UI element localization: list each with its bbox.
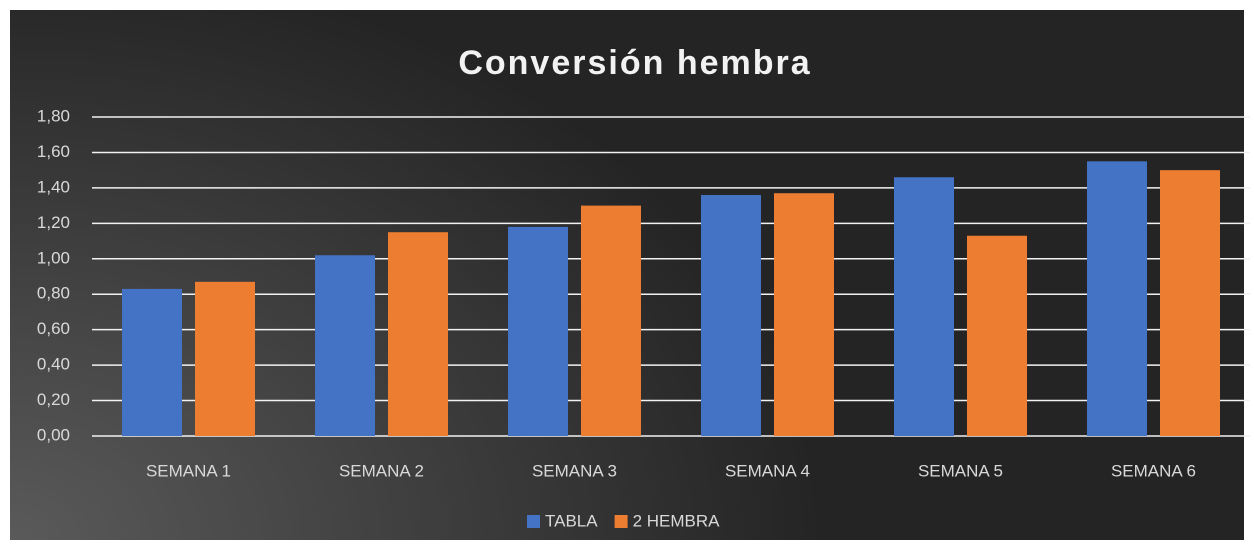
y-tick-label: 0,00 xyxy=(37,425,70,444)
bar xyxy=(195,281,255,436)
legend-swatch xyxy=(614,515,628,528)
bar xyxy=(581,205,641,436)
x-tick-label: SEMANA 3 xyxy=(532,461,617,480)
legend-swatch xyxy=(527,515,540,528)
bar xyxy=(1160,170,1220,436)
bar xyxy=(388,232,448,436)
y-tick-label: 1,40 xyxy=(37,177,70,196)
x-tick-label: SEMANA 2 xyxy=(339,461,424,480)
y-tick-label: 1,20 xyxy=(37,213,70,232)
x-tick-label: SEMANA 1 xyxy=(146,461,231,480)
y-tick-label: 0,80 xyxy=(37,284,70,303)
y-tick-label: 1,00 xyxy=(37,248,70,267)
y-tick-label: 0,40 xyxy=(37,355,70,374)
x-tick-label: SEMANA 4 xyxy=(725,461,810,480)
x-tick-label: SEMANA 5 xyxy=(918,461,1003,480)
legend-label: 2 HEMBRA xyxy=(633,511,721,530)
bar xyxy=(894,177,954,436)
chart-title: Conversión hembra xyxy=(458,44,811,82)
y-tick-label: 0,60 xyxy=(37,319,70,338)
bar xyxy=(315,255,375,436)
bar xyxy=(701,194,761,436)
bar xyxy=(774,193,834,436)
y-tick-label: 1,60 xyxy=(37,142,70,161)
y-tick-label: 0,20 xyxy=(37,390,70,409)
x-tick-label: SEMANA 6 xyxy=(1111,461,1196,480)
bar xyxy=(967,235,1027,436)
y-tick-label: 1,80 xyxy=(37,106,70,125)
bar xyxy=(122,288,182,436)
legend-label: TABLA xyxy=(545,511,598,530)
bar xyxy=(1087,161,1147,437)
bar xyxy=(508,226,568,436)
